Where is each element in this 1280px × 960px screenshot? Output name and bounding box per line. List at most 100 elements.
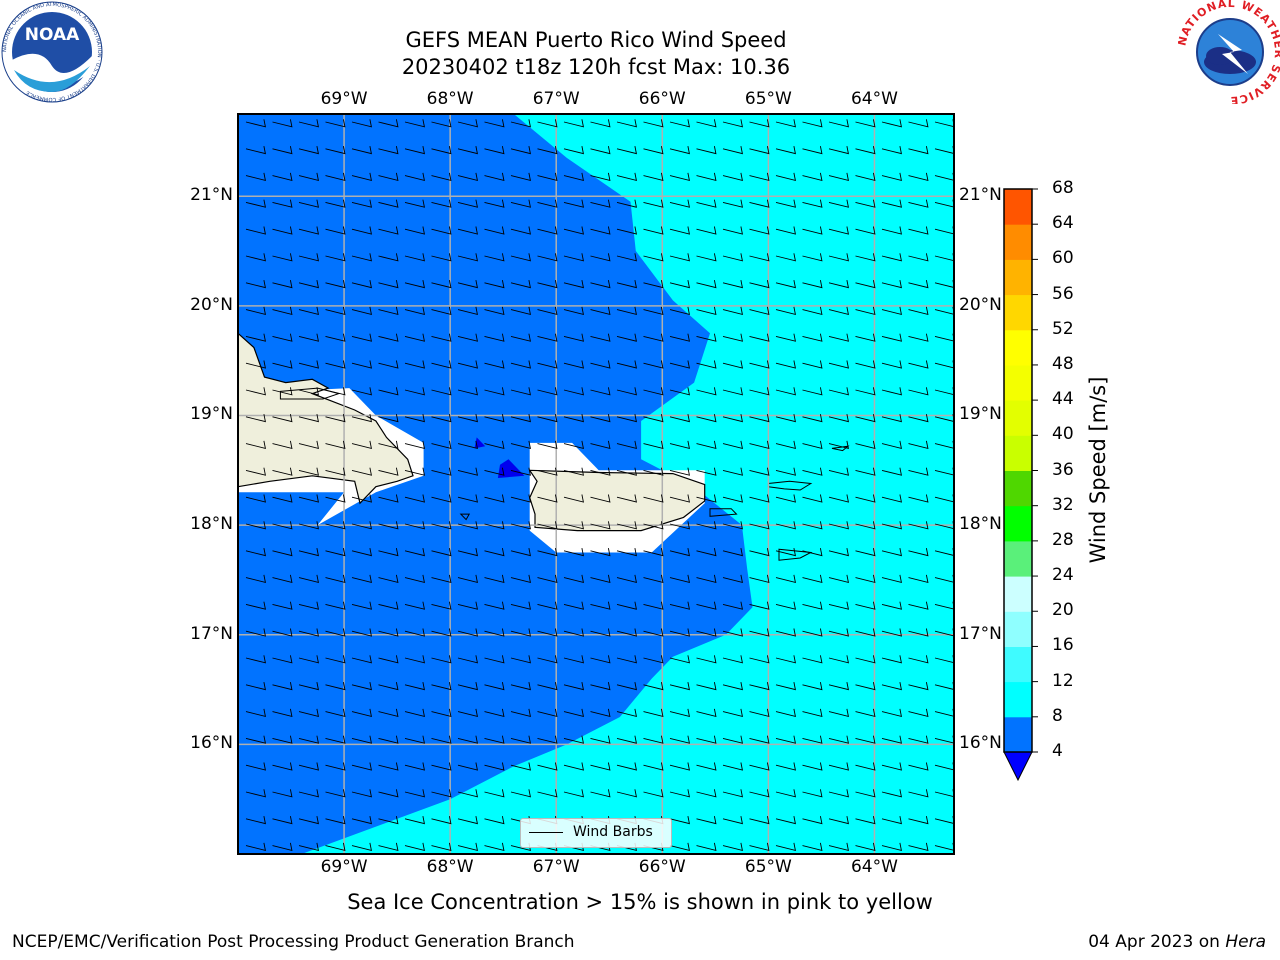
wind-barb	[722, 440, 743, 450]
wind-barb	[298, 816, 319, 825]
wind-barb	[272, 548, 293, 557]
wind-barb	[908, 628, 929, 637]
wind-barb	[484, 708, 505, 718]
wind-barb	[457, 306, 478, 316]
wind-barb	[537, 360, 558, 369]
wind-barb	[669, 280, 690, 289]
wind-barb	[775, 789, 796, 798]
wind-barb	[881, 789, 902, 798]
wind-barb	[298, 708, 319, 718]
wind-barb	[802, 521, 823, 530]
wind-barb	[378, 842, 399, 852]
wind-barb	[351, 414, 372, 423]
wind-barb	[404, 682, 425, 691]
wind-barb	[749, 467, 770, 476]
wind-barb	[616, 360, 637, 369]
wind-barb	[404, 494, 425, 503]
wind-barb	[855, 708, 876, 718]
colorbar-title: Wind Speed [m/s]	[1086, 376, 1110, 564]
colorbar-segment	[1004, 189, 1032, 225]
wind-barb	[855, 601, 876, 610]
wind-barb	[696, 842, 717, 852]
wind-barb	[351, 655, 372, 664]
wind-barb	[431, 548, 452, 557]
wind-barb	[404, 172, 425, 182]
colorbar-segment	[1004, 576, 1032, 612]
wind-barb	[457, 467, 478, 476]
lat-label-left: 18°N	[190, 514, 233, 535]
wind-barb	[722, 226, 743, 235]
wind-barb	[802, 628, 823, 637]
wind-barb	[431, 226, 452, 235]
wind-barb	[722, 842, 743, 852]
lat-label-right: 19°N	[959, 404, 1002, 425]
wind-barb	[484, 414, 505, 423]
wind-barb	[351, 494, 372, 503]
wind-barb	[484, 494, 505, 503]
wind-barb	[616, 762, 637, 771]
wind-barb	[378, 628, 399, 637]
island-mona	[459, 513, 471, 521]
wind-barb	[802, 682, 823, 691]
wind-barb	[722, 789, 743, 798]
wind-barb	[537, 440, 558, 450]
wind-barb	[828, 735, 849, 744]
wind-barb	[590, 601, 611, 610]
wind-barb	[563, 735, 584, 744]
wind-barb	[245, 708, 266, 718]
wind-barb	[378, 172, 399, 182]
wind-barb	[881, 762, 902, 771]
wind-barb	[616, 146, 637, 155]
wind-barb	[881, 494, 902, 503]
wind-barb	[351, 548, 372, 557]
wind-barb	[749, 816, 770, 825]
wind-barb	[537, 574, 558, 584]
wind-barb	[881, 842, 902, 852]
wind-barb	[908, 172, 929, 182]
wind-barb	[457, 387, 478, 396]
wind-barb	[802, 494, 823, 503]
wind-barb	[245, 119, 266, 128]
wind-barb	[855, 467, 876, 476]
wind-barb	[828, 628, 849, 637]
wind-barb	[431, 601, 452, 610]
wind-barb	[749, 574, 770, 584]
wind-barb	[431, 842, 452, 852]
wind-barb	[378, 199, 399, 208]
wind-barb	[537, 467, 558, 476]
wind-barb	[881, 440, 902, 450]
wind-barb	[563, 414, 584, 423]
wind-barb	[616, 467, 637, 476]
wind-barb	[855, 226, 876, 235]
wind-barb	[298, 414, 319, 423]
nws-logo: NATIONAL WEATHER SERVICE	[1178, 0, 1280, 104]
wind-barb	[749, 494, 770, 503]
wind-barb	[457, 226, 478, 235]
wind-barb	[457, 708, 478, 718]
wind-barb	[669, 360, 690, 369]
wind-barb	[351, 708, 372, 718]
wind-barb	[272, 521, 293, 530]
wind-barb	[272, 387, 293, 396]
wind-barb	[378, 280, 399, 289]
wind-barb	[298, 682, 319, 691]
wind-barb	[881, 226, 902, 235]
wind-barb	[245, 414, 266, 423]
wind-barb	[351, 387, 372, 396]
wind-barb	[351, 574, 372, 584]
wind-barb-legend-line	[529, 832, 563, 833]
wind-barb	[457, 601, 478, 610]
colorbar-tick-label: 44	[1052, 389, 1074, 410]
wind-barb	[590, 789, 611, 798]
wind-barb	[855, 333, 876, 342]
wind-barb	[616, 280, 637, 289]
wind-barb	[908, 708, 929, 718]
wind-barb	[325, 521, 346, 530]
wind-barb	[696, 628, 717, 637]
wind-barb	[749, 762, 770, 771]
lat-label-right: 21°N	[959, 185, 1002, 206]
wind-barb	[272, 467, 293, 476]
wind-barb	[855, 842, 876, 852]
wind-barb	[802, 119, 823, 128]
wind-barb	[722, 655, 743, 664]
